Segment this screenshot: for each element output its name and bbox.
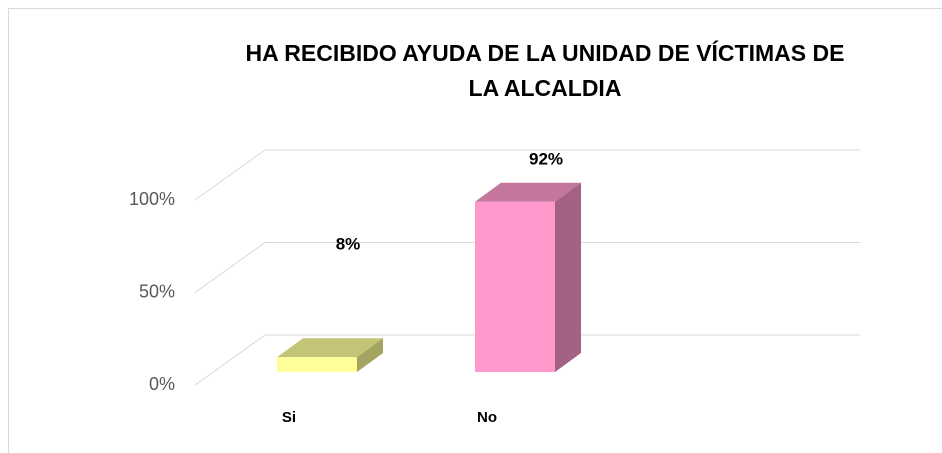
- value-label: 8%: [336, 234, 361, 253]
- x-tick-label: Si: [282, 409, 296, 426]
- bar-side: [555, 182, 581, 372]
- x-tick-label: No: [477, 409, 497, 426]
- bar-top: [475, 182, 581, 202]
- value-label: 92%: [529, 149, 563, 168]
- chart-title: HA RECIBIDO AYUDA DE LA UNIDAD DE VÍCTIM…: [246, 39, 845, 101]
- y-tick-label: 0%: [149, 374, 175, 394]
- bar-side: [357, 338, 383, 372]
- grid-line: [194, 242, 860, 293]
- grid-line: [194, 334, 860, 386]
- y-tick-label: 50%: [139, 281, 175, 301]
- y-tick-label: 100%: [129, 189, 175, 209]
- chart-border: [8, 8, 942, 453]
- bar: [475, 201, 555, 372]
- bar-top: [277, 338, 383, 358]
- grid-line: [194, 149, 860, 201]
- bar: [277, 357, 357, 372]
